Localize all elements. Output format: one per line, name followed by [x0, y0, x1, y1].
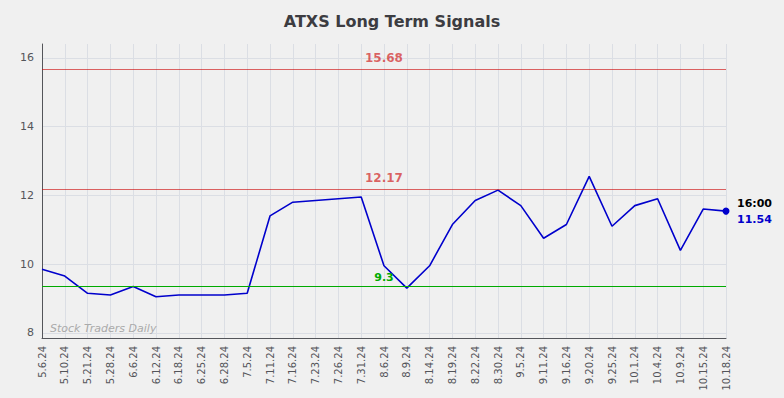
svg-text:Stock Traders Daily: Stock Traders Daily: [50, 322, 157, 335]
svg-text:7.26.24: 7.26.24: [333, 346, 344, 384]
svg-text:8.14.24: 8.14.24: [424, 346, 435, 384]
svg-text:7.23.24: 7.23.24: [310, 346, 321, 384]
svg-text:7.5.24: 7.5.24: [242, 346, 253, 378]
svg-text:7.31.24: 7.31.24: [356, 346, 367, 384]
svg-text:9.3: 9.3: [374, 271, 394, 284]
svg-text:11.54: 11.54: [737, 213, 772, 226]
svg-text:9.11.24: 9.11.24: [538, 346, 549, 384]
svg-text:8.6.24: 8.6.24: [379, 346, 390, 378]
svg-text:10.18.24: 10.18.24: [721, 346, 732, 391]
svg-text:14: 14: [20, 120, 34, 133]
svg-text:9.20.24: 9.20.24: [584, 346, 595, 384]
svg-text:6.25.24: 6.25.24: [196, 346, 207, 384]
svg-text:8.30.24: 8.30.24: [493, 346, 504, 384]
svg-text:7.16.24: 7.16.24: [287, 346, 298, 384]
svg-text:16: 16: [20, 51, 34, 64]
svg-text:10.1.24: 10.1.24: [629, 346, 640, 384]
svg-text:5.21.24: 5.21.24: [82, 346, 93, 384]
svg-text:8: 8: [27, 326, 34, 339]
svg-text:12.17: 12.17: [365, 171, 403, 185]
svg-text:6.18.24: 6.18.24: [173, 346, 184, 384]
svg-text:9.16.24: 9.16.24: [561, 346, 572, 384]
svg-text:8.9.24: 8.9.24: [401, 346, 412, 378]
svg-text:8.19.24: 8.19.24: [447, 346, 458, 384]
svg-text:9.5.24: 9.5.24: [515, 346, 526, 378]
svg-text:6.12.24: 6.12.24: [151, 346, 162, 384]
svg-text:9.25.24: 9.25.24: [607, 346, 618, 384]
svg-text:7.11.24: 7.11.24: [265, 346, 276, 384]
svg-text:10.9.24: 10.9.24: [675, 346, 686, 384]
svg-text:12: 12: [20, 189, 34, 202]
svg-text:15.68: 15.68: [365, 51, 403, 65]
svg-text:10: 10: [20, 258, 34, 271]
svg-text:16:00: 16:00: [737, 197, 772, 210]
svg-text:6.6.24: 6.6.24: [128, 346, 139, 378]
svg-text:5.28.24: 5.28.24: [105, 346, 116, 384]
svg-text:6.28.24: 6.28.24: [219, 346, 230, 384]
svg-text:8.22.24: 8.22.24: [470, 346, 481, 384]
svg-text:5.10.24: 5.10.24: [59, 346, 70, 384]
svg-text:5.6.24: 5.6.24: [37, 346, 48, 378]
svg-text:10.15.24: 10.15.24: [698, 346, 709, 391]
svg-text:10.4.24: 10.4.24: [652, 346, 663, 384]
svg-text:ATXS Long Term Signals: ATXS Long Term Signals: [284, 12, 501, 31]
